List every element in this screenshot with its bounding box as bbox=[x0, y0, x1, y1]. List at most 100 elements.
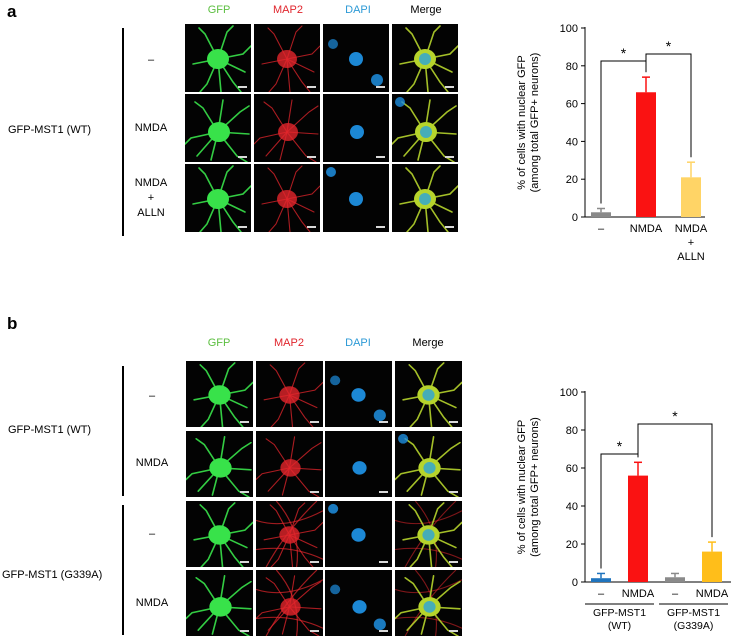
micrograph-tile bbox=[395, 361, 462, 427]
soma-shape bbox=[208, 122, 230, 142]
dendrite-stroke bbox=[286, 165, 303, 200]
scale-bar bbox=[445, 156, 454, 158]
panel-a-row-label-control: – bbox=[147, 54, 155, 66]
bar bbox=[636, 92, 656, 217]
micrograph-tile bbox=[392, 24, 458, 92]
micrograph-image bbox=[263, 362, 323, 427]
y-tick-label: 40 bbox=[566, 501, 578, 513]
micrograph-tile bbox=[254, 94, 320, 162]
panel-b-group-label-g339a: GFP-MST1 (G339A) bbox=[2, 569, 103, 581]
dendrite-stroke bbox=[265, 577, 291, 608]
nucleus-shape bbox=[423, 601, 436, 613]
scale-bar bbox=[310, 421, 319, 423]
neurite-stroke bbox=[395, 547, 462, 560]
channel-label-dapi-b: DAPI bbox=[345, 337, 371, 349]
soma-shape bbox=[280, 598, 301, 616]
micrograph-image bbox=[192, 25, 251, 92]
micrograph-image bbox=[326, 167, 363, 206]
scale-bar bbox=[449, 561, 458, 563]
micrograph-image bbox=[186, 575, 252, 636]
micrograph-image bbox=[350, 125, 364, 139]
y-axis-title: % of cells with nuclear GFP(among total … bbox=[516, 417, 541, 557]
dendrite-stroke bbox=[288, 502, 306, 536]
micrograph-image bbox=[256, 501, 323, 567]
panel-b-row-label-g339a-control: – bbox=[148, 528, 156, 540]
nucleus-shape bbox=[351, 528, 366, 542]
nucleus-shape bbox=[350, 125, 364, 139]
micrograph-image bbox=[186, 436, 252, 497]
nucleus-shape bbox=[419, 53, 431, 65]
dendrite-stroke bbox=[267, 167, 288, 200]
y-tick-label: 20 bbox=[566, 174, 578, 186]
x-tick-label-line: NMDA bbox=[630, 223, 663, 235]
y-tick-label: 0 bbox=[572, 577, 578, 589]
panel-a-group-label: GFP-MST1 (WT) bbox=[8, 124, 92, 136]
micrograph-tile bbox=[395, 501, 462, 567]
y-tick-label: 20 bbox=[566, 539, 578, 551]
y-axis-title-line: % of cells with nuclear GFP bbox=[516, 420, 528, 555]
neurite-stroke bbox=[256, 579, 323, 594]
soma-shape bbox=[207, 189, 229, 209]
scale-bar bbox=[307, 226, 316, 228]
micrograph-tile bbox=[254, 164, 320, 232]
micrograph-tile bbox=[323, 94, 389, 162]
dendrite-stroke bbox=[265, 438, 291, 469]
bar bbox=[591, 212, 611, 217]
micrograph-tile bbox=[395, 570, 462, 636]
x-tick-label-line: + bbox=[688, 237, 694, 249]
panel-b-bar-chart: % of cells with nuclear GFP(among total … bbox=[516, 387, 731, 632]
bar bbox=[628, 475, 648, 582]
micrograph-tile bbox=[323, 24, 389, 92]
nucleus-shape bbox=[352, 600, 367, 614]
panel-b-group-bracket-g339a bbox=[122, 505, 124, 635]
scale-bar bbox=[376, 86, 385, 88]
y-axis-title: % of cells with nuclear GFP(among total … bbox=[516, 53, 541, 193]
neurite-stroke bbox=[256, 547, 323, 560]
panel-b-letter: b bbox=[7, 314, 18, 333]
nucleus-shape bbox=[328, 503, 339, 514]
micrograph-tile bbox=[185, 94, 251, 162]
panel-b-row-label-wt-control: – bbox=[148, 390, 156, 402]
micrograph-image bbox=[395, 570, 462, 636]
scale-bar bbox=[238, 86, 247, 88]
dendrite-stroke bbox=[288, 467, 320, 497]
micrograph-image bbox=[392, 97, 457, 162]
micrograph-image bbox=[185, 99, 250, 162]
y-axis-title-line: (among total GFP+ neurons) bbox=[529, 53, 541, 193]
scale-bar bbox=[310, 630, 319, 632]
micrograph-tile bbox=[392, 164, 458, 232]
dendrite-stroke bbox=[286, 131, 317, 162]
scale-bar bbox=[445, 86, 454, 88]
scale-bar bbox=[379, 491, 388, 493]
nucleus-shape bbox=[349, 192, 363, 206]
micrograph-image bbox=[399, 25, 458, 92]
scale-bar bbox=[449, 421, 458, 423]
scale-bar bbox=[445, 226, 454, 228]
group-label: GFP-MST1 (G339A) bbox=[667, 607, 720, 632]
scale-bar bbox=[379, 421, 388, 423]
channel-label-merge: Merge bbox=[410, 4, 442, 16]
scale-bar bbox=[379, 561, 388, 563]
micrograph-image bbox=[395, 433, 461, 497]
bar bbox=[665, 577, 685, 582]
micrograph-tile bbox=[186, 361, 253, 427]
x-tick-label-line: NMDA bbox=[622, 588, 655, 600]
soma-shape bbox=[209, 597, 232, 617]
nucleus-shape bbox=[371, 74, 383, 86]
significance-bracket bbox=[645, 53, 692, 158]
scale-bar bbox=[449, 491, 458, 493]
soma-shape bbox=[279, 386, 300, 404]
panel-a-bar-chart: % of cells with nuclear GFP(among total … bbox=[516, 23, 708, 263]
x-tick-label: NMDA bbox=[696, 588, 729, 600]
dendrite-stroke bbox=[267, 27, 288, 60]
scale-bar bbox=[238, 226, 247, 228]
channel-label-merge-b: Merge bbox=[412, 337, 444, 349]
x-tick-label-line: – bbox=[598, 223, 605, 235]
dendrite-stroke bbox=[288, 362, 306, 396]
significance-star: * bbox=[617, 438, 623, 454]
y-tick-label: 40 bbox=[566, 136, 578, 148]
x-tick-label: NMDA + ALLN bbox=[675, 223, 708, 263]
scale-bar bbox=[307, 156, 316, 158]
micrograph-tile bbox=[325, 431, 392, 497]
micrograph-image bbox=[328, 39, 383, 86]
